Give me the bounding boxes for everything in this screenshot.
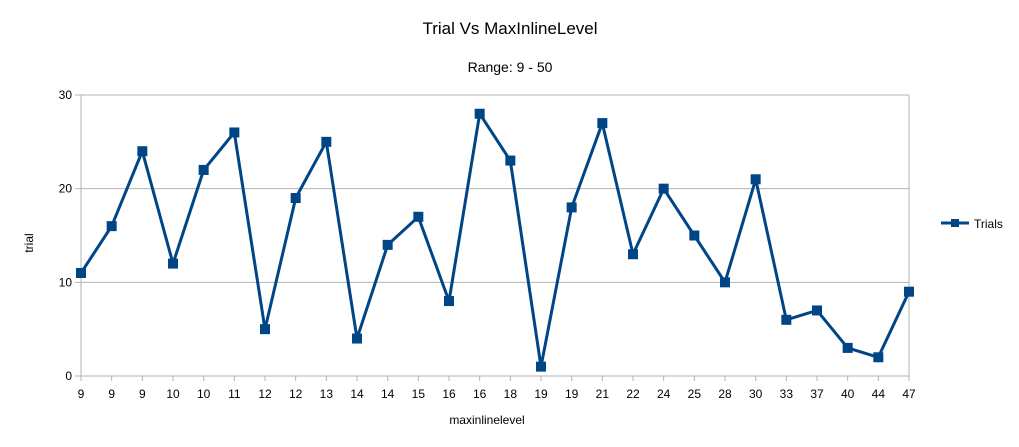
x-tick-label: 44: [872, 387, 886, 401]
x-axis-label: maxinlinelevel: [449, 413, 524, 427]
axes: [80, 95, 910, 381]
x-tick-label: 16: [442, 387, 456, 401]
series-trials: [76, 108, 914, 372]
data-point: [720, 277, 730, 288]
x-tick-label: 22: [626, 387, 640, 401]
x-tick-label: 13: [320, 387, 334, 401]
x-tick-labels: 9 9 9 10 10 11 12 12 13 14 14 15 16 16 18 19 19 21 22 24 25 2…: [78, 387, 916, 401]
data-point: [106, 221, 117, 232]
chart-title: Trial Vs MaxInlineLevel: [422, 19, 597, 38]
legend: Trials: [941, 217, 1003, 231]
data-point: [137, 146, 148, 157]
data-point: [474, 108, 485, 119]
data-point: [229, 127, 240, 138]
series-line: [79, 112, 911, 369]
x-tick-label: 19: [565, 387, 579, 401]
x-tick-label: 12: [258, 387, 272, 401]
x-tick-label: 10: [197, 387, 211, 401]
x-tick-label: 10: [166, 387, 180, 401]
data-point: [321, 136, 332, 147]
data-point: [873, 352, 884, 363]
x-tick-label: 12: [289, 387, 303, 401]
x-tick-label: 19: [534, 387, 548, 401]
data-point: [781, 314, 792, 325]
data-point: [812, 305, 822, 316]
y-tick-label: 20: [59, 182, 73, 196]
x-tick-label: 9: [139, 387, 146, 401]
y-axis-label: trial: [22, 233, 36, 252]
x-tick-label: 37: [810, 387, 824, 401]
legend-label-trials: Trials: [974, 217, 1003, 231]
x-tick-label: 14: [350, 387, 364, 401]
y-tick-labels: 0 10 20 30: [59, 88, 73, 383]
x-tick-label: 21: [596, 387, 610, 401]
x-tick-label: 18: [504, 387, 518, 401]
data-point: [444, 296, 454, 307]
data-point: [842, 342, 853, 353]
x-tick-label: 11: [228, 387, 241, 401]
gridlines: [75, 94, 909, 377]
data-point: [260, 324, 270, 335]
x-tick-label: 47: [902, 387, 916, 401]
x-tick-label: 14: [381, 387, 395, 401]
data-point: [76, 267, 86, 278]
data-point: [352, 333, 362, 344]
data-point: [597, 118, 608, 129]
data-point: [689, 230, 700, 241]
data-point: [750, 174, 761, 185]
data-point: [198, 164, 209, 175]
x-tick-label: 9: [108, 387, 115, 401]
data-point: [904, 286, 914, 297]
data-point: [168, 258, 178, 269]
chart-subtitle: Range: 9 - 50: [468, 59, 553, 75]
legend-marker-swatch: [951, 219, 959, 227]
x-tick-label: 33: [780, 387, 794, 401]
data-point: [290, 193, 301, 204]
x-tick-label: 40: [841, 387, 855, 401]
data-point: [536, 361, 546, 372]
x-tick-label: 9: [78, 387, 85, 401]
data-point: [658, 183, 669, 194]
y-tick-label: 10: [59, 275, 73, 289]
y-tick-label: 0: [65, 369, 72, 383]
x-tick-label: 25: [688, 387, 702, 401]
data-point: [505, 155, 516, 166]
x-tick-label: 16: [473, 387, 487, 401]
x-tick-label: 28: [718, 387, 732, 401]
data-point: [566, 202, 577, 213]
data-point: [413, 211, 424, 222]
x-tick-label: 15: [412, 387, 426, 401]
data-point: [382, 239, 393, 250]
y-tick-label: 30: [59, 88, 73, 102]
x-tick-label: 30: [749, 387, 763, 401]
x-tick-label: 24: [657, 387, 671, 401]
data-point: [628, 249, 638, 260]
